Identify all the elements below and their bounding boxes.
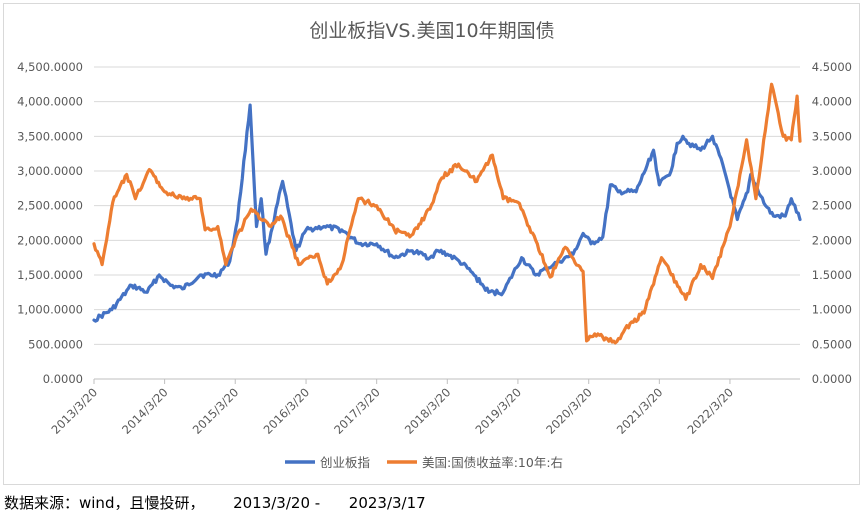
x-tick-label: 2013/3/20 — [49, 385, 101, 437]
series-lines — [92, 82, 802, 345]
legend-item-chinext: 创业板指 — [285, 455, 370, 470]
right-y-tick-label: 0.5000 — [812, 337, 852, 351]
series-line-chinext — [92, 103, 802, 323]
gridlines — [94, 66, 800, 380]
left-y-tick-label: 4,500.0000 — [17, 60, 83, 74]
left-y-tick-label: 2,000.0000 — [17, 233, 83, 247]
right-y-tick-label: 3.5000 — [812, 129, 852, 143]
source-note: 数据来源：wind，且慢投研， 2013/3/20 - 2023/3/17 — [4, 494, 426, 512]
x-tick-label: 2022/3/20 — [684, 385, 736, 437]
chart-area: 创业板指VS.美国10年期国债 0.0000 500.0000 1,000.0000… — [3, 3, 860, 485]
right-y-axis: 0.0000 0.5000 1.0000 1.5000 2.0000 2.5000 3.00… — [812, 60, 852, 386]
x-tick-label: 2019/3/20 — [472, 385, 524, 437]
x-tick-label: 2016/3/20 — [261, 385, 313, 437]
right-y-tick-label: 4.0000 — [812, 95, 852, 109]
right-y-tick-label: 4.5000 — [812, 60, 852, 74]
right-y-tick-label: 1.5000 — [812, 268, 852, 282]
left-y-tick-label: 3,000.0000 — [17, 164, 83, 178]
x-axis: 2013/3/20 2014/3/20 2015/3/20 2016/3/20 2017… — [49, 379, 736, 437]
left-y-tick-label: 1,500.0000 — [17, 268, 83, 282]
right-y-tick-label: 3.0000 — [812, 164, 852, 178]
x-tick-label: 2014/3/20 — [119, 385, 171, 437]
legend-item-us-10y-yield: 美国:国债收益率:10年:右 — [387, 455, 563, 470]
left-y-tick-label: 2,500.0000 — [17, 199, 83, 213]
legend-label: 美国:国债收益率:10年:右 — [422, 455, 563, 470]
right-y-tick-label: 1.0000 — [812, 303, 852, 317]
series-line-us-10y-yield — [92, 82, 802, 345]
left-y-tick-label: 500.0000 — [28, 337, 83, 351]
x-tick-label: 2018/3/20 — [402, 385, 454, 437]
left-y-tick-label: 0.0000 — [43, 372, 83, 386]
right-y-tick-label: 2.0000 — [812, 233, 852, 247]
right-y-tick-label: 2.5000 — [812, 199, 852, 213]
x-tick-label: 2017/3/20 — [331, 385, 383, 437]
left-y-tick-label: 1,000.0000 — [17, 303, 83, 317]
legend: 创业板指 美国:国债收益率:10年:右 — [285, 455, 563, 470]
chart-title: 创业板指VS.美国10年期国债 — [309, 20, 554, 42]
left-y-tick-label: 3,500.0000 — [17, 129, 83, 143]
left-y-tick-label: 4,000.0000 — [17, 95, 83, 109]
chart-svg: 创业板指VS.美国10年期国债 0.0000 500.0000 1,000.0000… — [17, 20, 852, 470]
x-tick-label: 2020/3/20 — [543, 385, 595, 437]
left-y-axis: 0.0000 500.0000 1,000.0000 1,500.0000 2,000.… — [17, 60, 83, 386]
x-tick-label: 2021/3/20 — [614, 385, 666, 437]
legend-label: 创业板指 — [320, 455, 370, 470]
right-y-tick-label: 0.0000 — [812, 372, 852, 386]
x-tick-label: 2015/3/20 — [190, 385, 242, 437]
